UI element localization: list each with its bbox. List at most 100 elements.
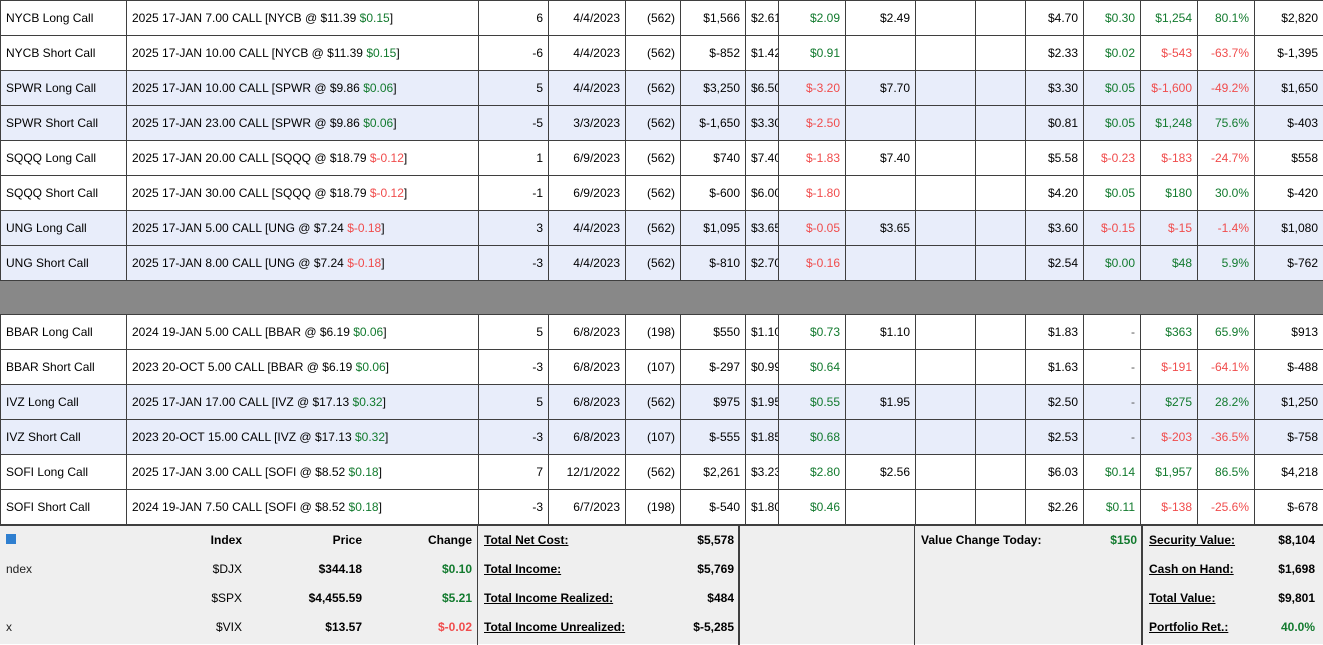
entry-price-cell[interactable]: $3.30 xyxy=(746,106,779,141)
net-cost-cell[interactable]: $-852 xyxy=(681,36,746,71)
return-percent-cell[interactable]: -24.7% xyxy=(1198,141,1255,176)
entry-price-cell[interactable]: $1.95 xyxy=(746,385,779,420)
market-value-cell[interactable]: $558 xyxy=(1255,141,1323,176)
last-price-cell[interactable]: $2.26 xyxy=(1026,490,1084,525)
net-cost-cell[interactable]: $-555 xyxy=(681,420,746,455)
open-date-cell[interactable]: 4/4/2023 xyxy=(549,71,626,106)
last-price-cell[interactable]: $2.53 xyxy=(1026,420,1084,455)
spare-cell-1[interactable] xyxy=(916,71,976,106)
entry-price-cell[interactable]: $6.00 xyxy=(746,176,779,211)
gain-loss-cell[interactable]: $1,248 xyxy=(1141,106,1198,141)
price-change-cell[interactable]: $0.55 xyxy=(779,385,846,420)
mark-cell[interactable] xyxy=(846,176,916,211)
mark-cell[interactable]: $3.65 xyxy=(846,211,916,246)
market-value-cell[interactable]: $-1,395 xyxy=(1255,36,1323,71)
quantity-cell[interactable]: -6 xyxy=(479,36,549,71)
spare-cell-2[interactable] xyxy=(976,1,1026,36)
price-change-cell[interactable]: $-1.83 xyxy=(779,141,846,176)
mark-cell[interactable]: $7.40 xyxy=(846,141,916,176)
position-description-cell[interactable]: 2025 17-JAN 20.00 CALL [SQQQ @ $18.79 $-… xyxy=(127,141,479,176)
net-cost-cell[interactable]: $2,261 xyxy=(681,455,746,490)
spare-cell-1[interactable] xyxy=(916,490,976,525)
net-cost-cell[interactable]: $-810 xyxy=(681,246,746,281)
day-change-cell[interactable]: $0.05 xyxy=(1084,176,1141,211)
position-name-cell[interactable]: IVZ Short Call xyxy=(1,420,127,455)
days-to-expiry-cell[interactable]: (107) xyxy=(626,350,681,385)
entry-price-cell[interactable]: $7.40 xyxy=(746,141,779,176)
spare-cell-1[interactable] xyxy=(916,211,976,246)
mark-cell[interactable] xyxy=(846,36,916,71)
spare-cell-2[interactable] xyxy=(976,176,1026,211)
spare-cell-2[interactable] xyxy=(976,490,1026,525)
market-value-cell[interactable]: $1,650 xyxy=(1255,71,1323,106)
mark-cell[interactable] xyxy=(846,246,916,281)
price-change-cell[interactable]: $0.46 xyxy=(779,490,846,525)
position-name-cell[interactable]: UNG Short Call xyxy=(1,246,127,281)
price-change-cell[interactable]: $0.68 xyxy=(779,420,846,455)
spare-cell-1[interactable] xyxy=(916,455,976,490)
gain-loss-cell[interactable]: $-15 xyxy=(1141,211,1198,246)
day-change-cell[interactable]: $-0.15 xyxy=(1084,211,1141,246)
market-value-cell[interactable]: $1,080 xyxy=(1255,211,1323,246)
day-change-cell[interactable]: - xyxy=(1084,350,1141,385)
price-change-cell[interactable]: $2.09 xyxy=(779,1,846,36)
quantity-cell[interactable]: 7 xyxy=(479,455,549,490)
gain-loss-cell[interactable]: $-203 xyxy=(1141,420,1198,455)
open-date-cell[interactable]: 4/4/2023 xyxy=(549,246,626,281)
open-date-cell[interactable]: 6/8/2023 xyxy=(549,385,626,420)
spare-cell-2[interactable] xyxy=(976,350,1026,385)
return-percent-cell[interactable]: 65.9% xyxy=(1198,315,1255,350)
quantity-cell[interactable]: 5 xyxy=(479,385,549,420)
price-change-cell[interactable]: $-0.16 xyxy=(779,246,846,281)
position-description-cell[interactable]: 2025 17-JAN 5.00 CALL [UNG @ $7.24 $-0.1… xyxy=(127,211,479,246)
days-to-expiry-cell[interactable]: (562) xyxy=(626,176,681,211)
quantity-cell[interactable]: -3 xyxy=(479,350,549,385)
gain-loss-cell[interactable]: $-191 xyxy=(1141,350,1198,385)
spare-cell-1[interactable] xyxy=(916,106,976,141)
days-to-expiry-cell[interactable]: (198) xyxy=(626,315,681,350)
return-percent-cell[interactable]: -64.1% xyxy=(1198,350,1255,385)
quantity-cell[interactable]: -3 xyxy=(479,420,549,455)
open-date-cell[interactable]: 6/9/2023 xyxy=(549,141,626,176)
gain-loss-cell[interactable]: $363 xyxy=(1141,315,1198,350)
market-value-cell[interactable]: $913 xyxy=(1255,315,1323,350)
spare-cell-2[interactable] xyxy=(976,36,1026,71)
spare-cell-1[interactable] xyxy=(916,350,976,385)
entry-price-cell[interactable]: $1.80 xyxy=(746,490,779,525)
gain-loss-cell[interactable]: $1,957 xyxy=(1141,455,1198,490)
spare-cell-1[interactable] xyxy=(916,141,976,176)
open-date-cell[interactable]: 12/1/2022 xyxy=(549,455,626,490)
open-date-cell[interactable]: 4/4/2023 xyxy=(549,211,626,246)
return-percent-cell[interactable]: 86.5% xyxy=(1198,455,1255,490)
days-to-expiry-cell[interactable]: (562) xyxy=(626,71,681,106)
spare-cell-1[interactable] xyxy=(916,36,976,71)
mark-cell[interactable] xyxy=(846,350,916,385)
price-change-cell[interactable]: $-2.50 xyxy=(779,106,846,141)
mark-cell[interactable]: $2.49 xyxy=(846,1,916,36)
last-price-cell[interactable]: $5.58 xyxy=(1026,141,1084,176)
entry-price-cell[interactable]: $3.23 xyxy=(746,455,779,490)
position-name-cell[interactable]: UNG Long Call xyxy=(1,211,127,246)
market-value-cell[interactable]: $2,820 xyxy=(1255,1,1323,36)
day-change-cell[interactable]: $-0.23 xyxy=(1084,141,1141,176)
quantity-cell[interactable]: 5 xyxy=(479,315,549,350)
last-price-cell[interactable]: $0.81 xyxy=(1026,106,1084,141)
position-description-cell[interactable]: 2025 17-JAN 8.00 CALL [UNG @ $7.24 $-0.1… xyxy=(127,246,479,281)
gain-loss-cell[interactable]: $1,254 xyxy=(1141,1,1198,36)
spare-cell-2[interactable] xyxy=(976,385,1026,420)
spare-cell-1[interactable] xyxy=(916,315,976,350)
return-percent-cell[interactable]: 75.6% xyxy=(1198,106,1255,141)
spare-cell-2[interactable] xyxy=(976,211,1026,246)
mark-cell[interactable] xyxy=(846,420,916,455)
price-change-cell[interactable]: $0.64 xyxy=(779,350,846,385)
